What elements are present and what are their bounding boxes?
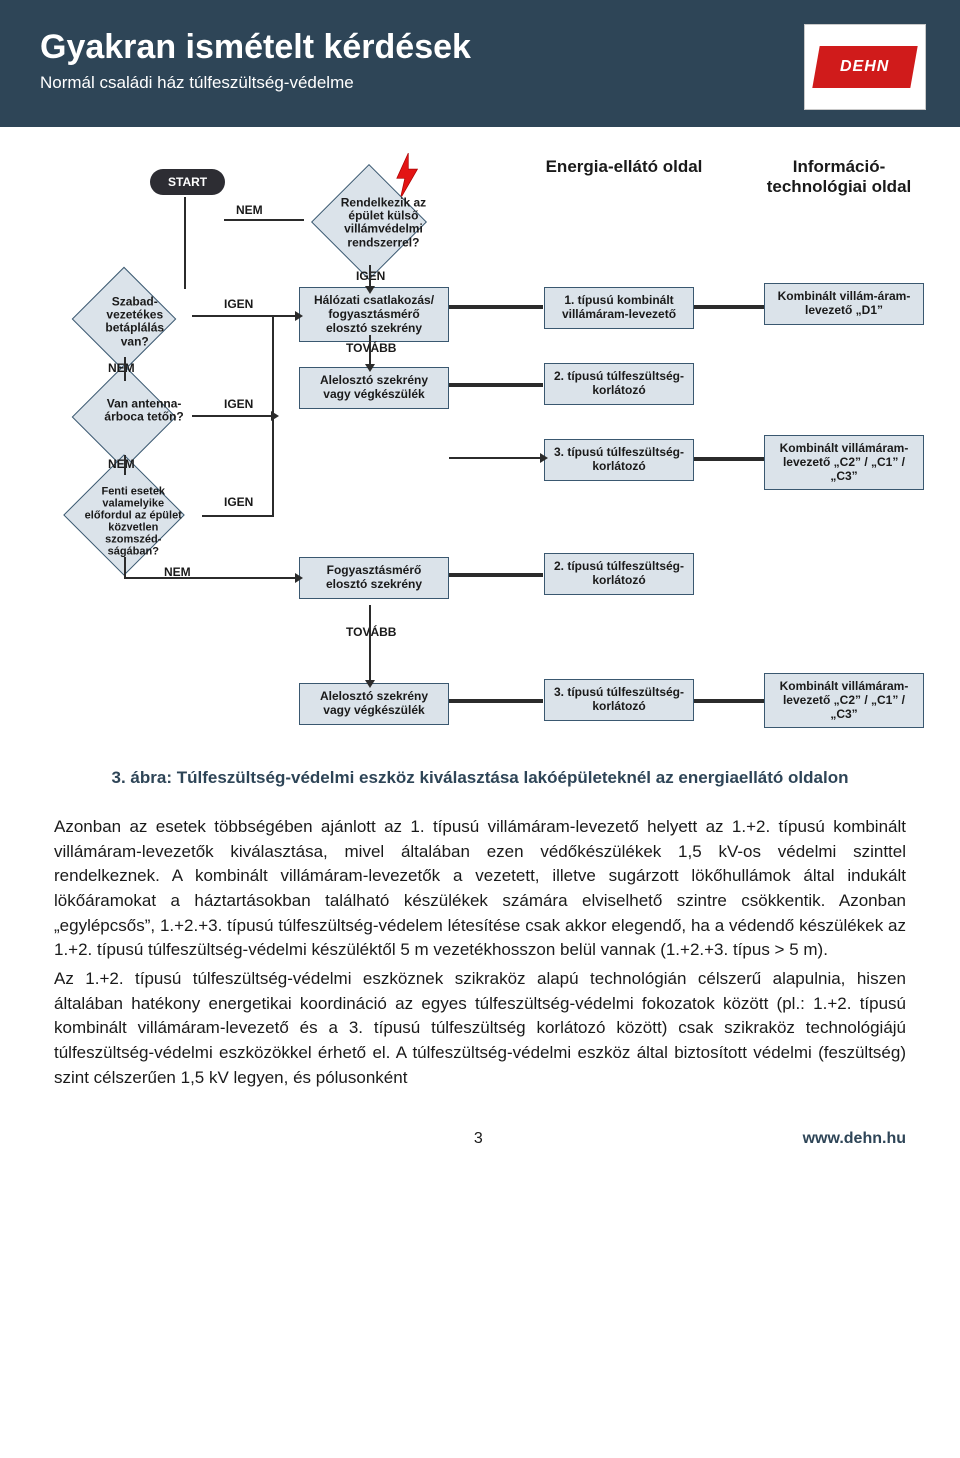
label-nem-3: NEM (108, 457, 135, 471)
node-m1: 1. típusú kombinált villámáram-levezető (544, 287, 694, 329)
label-nem-2: NEM (108, 361, 135, 375)
node-d2: Szabad-vezetékes betáplálás van? (54, 277, 194, 361)
label-igen-4: IGEN (224, 495, 253, 509)
col-header-info: Információ-technológiai oldal (754, 157, 924, 196)
label-igen-2: IGEN (224, 297, 253, 311)
brand-logo-text: DEHN (840, 58, 889, 76)
node-start: START (150, 169, 225, 195)
page-header: Gyakran ismételt kérdések Normál családi… (0, 0, 960, 127)
node-m3: 3. típusú túlfeszültség-korlátozó (544, 439, 694, 481)
node-d1: Rendelkezik az épület külső villámvédelm… (304, 177, 434, 267)
flowchart: Energia-ellátó oldal Információ-technoló… (24, 157, 936, 747)
node-o2: Kombinált villámáram-levezető „C2” / „C1… (764, 435, 924, 490)
label-igen-3: IGEN (224, 397, 253, 411)
body-text: Azonban az esetek többségében ajánlott a… (0, 815, 960, 1124)
page-footer: 3 www.dehn.hu (0, 1124, 960, 1188)
label-tovabb-1: TOVÁBB (346, 341, 396, 355)
footer-url: www.dehn.hu (803, 1130, 906, 1148)
node-r1: Hálózati csatlakozás/ fogyasztásmérő elo… (299, 287, 449, 342)
node-m5: 3. típusú túlfeszültség-korlátozó (544, 679, 694, 721)
label-tovabb-2: TOVÁBB (346, 625, 396, 639)
brand-logo: DEHN (804, 24, 926, 110)
node-o1: Kombinált villám-áram-levezető „D1” (764, 283, 924, 325)
node-r3: Fogyasztásmérő elosztó szekrény (299, 557, 449, 599)
page-title: Gyakran ismételt kérdések (40, 28, 920, 67)
flowchart-container: Energia-ellátó oldal Információ-technoló… (0, 127, 960, 757)
node-m4: 2. típusú túlfeszültség-korlátozó (544, 553, 694, 595)
page-number: 3 (154, 1130, 803, 1148)
label-igen-1: IGEN (356, 269, 385, 283)
paragraph-1: Azonban az esetek többségében ajánlott a… (54, 815, 906, 963)
node-d4: Fenti esetek valamelyike előfordul az ép… (42, 467, 206, 563)
page-subtitle: Normál családi ház túlfeszültség-védelme (40, 73, 920, 93)
node-r4: Alelosztó szekrény vagy végkészülék (299, 683, 449, 725)
node-r2: Alelosztó szekrény vagy végkészülék (299, 367, 449, 409)
label-nem-1: NEM (236, 203, 263, 217)
node-o3: Kombinált villámáram-levezető „C2” / „C1… (764, 673, 924, 728)
paragraph-2: Az 1.+2. típusú túlfeszültség-védelmi es… (54, 967, 906, 1090)
node-m2: 2. típusú túlfeszültség-korlátozó (544, 363, 694, 405)
figure-caption: 3. ábra: Túlfeszültség-védelmi eszköz ki… (60, 767, 900, 789)
node-d3: Van antenna-árboca tetőn? (54, 375, 194, 459)
col-header-energy: Energia-ellátó oldal (544, 157, 704, 177)
